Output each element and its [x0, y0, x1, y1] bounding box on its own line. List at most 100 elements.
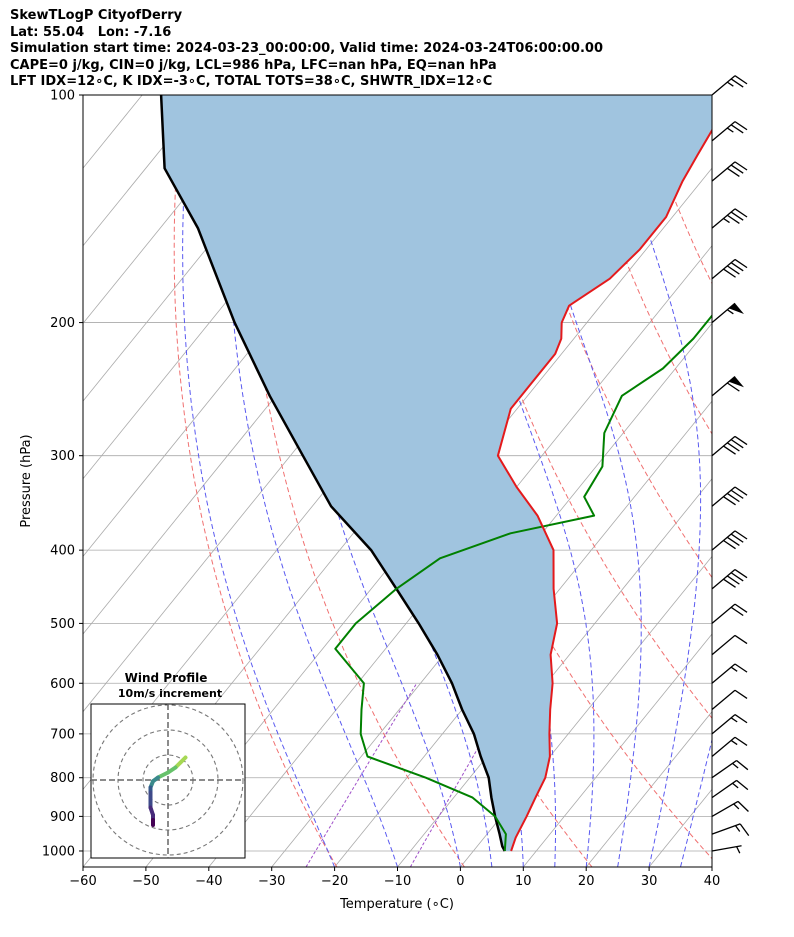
dry-adiabat — [173, 95, 338, 867]
barb-flag — [739, 823, 750, 837]
barb-pennant — [728, 376, 744, 388]
barb-flag — [734, 486, 748, 496]
wind-barb — [711, 530, 748, 551]
barb-half-flag — [726, 127, 734, 133]
barb-flag — [736, 760, 749, 771]
barb-flag — [726, 536, 740, 546]
barb-flag — [734, 75, 748, 85]
barb-flag — [730, 572, 744, 582]
location-line: Lat: 55.04 Lon: -7.16 — [10, 24, 172, 40]
wind-barb — [711, 634, 748, 656]
moist-adiabat — [515, 95, 642, 867]
barb-flag — [730, 533, 744, 543]
plot-area — [0, 95, 712, 867]
barb-flag — [734, 208, 748, 218]
wind-barb — [711, 302, 744, 324]
chart-header: SkewTLogP CityofDerry Lat: 55.04 Lon: -7… — [10, 8, 603, 91]
barb-half-flag — [723, 217, 730, 224]
barb-staff — [711, 634, 736, 656]
barb-staff — [711, 689, 736, 711]
barb-flag — [730, 78, 744, 88]
y-tick-label: 800 — [50, 771, 75, 786]
barb-flag — [726, 382, 740, 392]
barb-half-flag — [733, 803, 740, 810]
temperature-line — [496, 128, 712, 852]
wind-barb — [711, 603, 748, 624]
barb-flag — [726, 167, 740, 177]
wind-barb — [711, 759, 749, 779]
barb-half-flag — [730, 666, 738, 672]
barb-flag — [726, 492, 740, 503]
barb-flag — [734, 258, 748, 269]
barb-flag — [723, 268, 736, 278]
x-tick-label: 10 — [515, 874, 532, 889]
isotherm-gridline — [271, 322, 712, 867]
isotherm-gridline — [522, 633, 712, 867]
barb-half-flag — [726, 81, 734, 87]
barb-flag — [726, 575, 740, 585]
barb-half-flag — [730, 717, 738, 723]
x-tick-label: −20 — [321, 874, 348, 889]
isotherm-gridline — [0, 95, 79, 867]
barb-flag — [734, 663, 748, 673]
cin-shading — [161, 95, 712, 851]
isotherm-gridline — [585, 711, 712, 867]
x-tick-label: −30 — [258, 874, 285, 889]
barb-flag — [734, 435, 748, 446]
y-axis-label: Pressure (hPa) — [19, 434, 34, 527]
x-tick-label: −50 — [132, 874, 159, 889]
barb-half-flag — [732, 782, 739, 789]
x-tick-label: −10 — [384, 874, 411, 889]
y-tick-label: 200 — [50, 316, 75, 331]
dry-adiabat — [572, 95, 712, 435]
barb-half-flag — [734, 825, 741, 832]
y-tick-label: 500 — [50, 617, 75, 632]
wind-barb — [711, 800, 749, 817]
barb-flag — [734, 689, 748, 699]
barb-flag — [730, 164, 744, 174]
moist-adiabat — [607, 95, 702, 867]
barb-flag — [723, 496, 736, 506]
barb-flag — [730, 124, 744, 134]
inset-title-2: 10m/s increment — [118, 687, 222, 700]
x-axis-label: Temperature (∘C) — [339, 897, 454, 912]
barb-flag — [726, 214, 740, 224]
barb-flag — [737, 800, 749, 812]
dewpoint-line — [334, 314, 712, 852]
barb-flag — [734, 568, 748, 579]
barb-flag — [730, 606, 744, 617]
wind-barb — [711, 161, 748, 182]
inset-plot — [91, 704, 245, 858]
x-tick-label: 40 — [704, 874, 721, 889]
x-tick-label: 20 — [578, 874, 595, 889]
dry-adiabat — [377, 95, 712, 860]
wind-barb — [711, 823, 750, 837]
wind-barb — [711, 736, 748, 758]
wind-barb — [711, 689, 748, 711]
barb-flag — [730, 439, 744, 449]
barb-staff — [711, 663, 736, 684]
isotherm-gridline — [83, 95, 269, 325]
barb-half-flag — [730, 739, 738, 746]
isotherm-gridline — [208, 245, 712, 867]
wind-barb — [711, 779, 749, 799]
barb-flag — [734, 603, 748, 613]
axes: −60 −50 −40 −30 −20 −10 0 10 20 30 40 100 200 300 400 5… — [42, 89, 720, 890]
wind-barb — [711, 486, 748, 507]
barb-flag — [723, 578, 736, 588]
barb-flag — [734, 714, 748, 724]
barb-flag — [730, 262, 744, 272]
y-tick-label: 1000 — [42, 844, 75, 859]
barb-flag — [723, 539, 736, 550]
isotherm-gridline — [711, 866, 712, 867]
barb-flag — [734, 634, 748, 645]
index-line: LFT IDX=12∘C, K IDX=-3∘C, TOTAL TOTS=38∘… — [10, 74, 493, 89]
barb-flag — [726, 442, 740, 452]
barb-half-flag — [736, 846, 741, 854]
wind-barb — [711, 208, 748, 229]
barb-flag — [730, 489, 744, 499]
wind-barb — [711, 121, 748, 142]
mixing-ratio-line — [305, 683, 418, 867]
isotherm-gridline — [648, 788, 712, 867]
wind-profile-inset — [90, 703, 246, 859]
